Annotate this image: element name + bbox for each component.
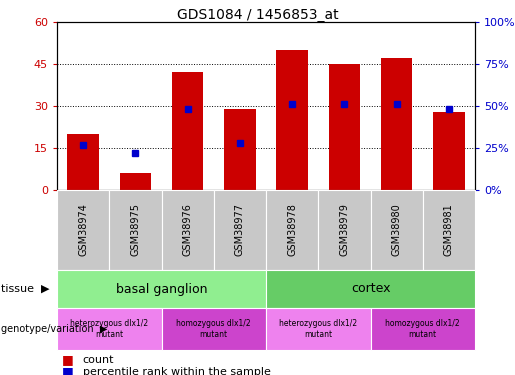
Bar: [67, 134, 99, 190]
Text: count: count: [83, 355, 114, 365]
Text: heterozygous dlx1/2
mutant: heterozygous dlx1/2 mutant: [279, 319, 357, 339]
Bar: [329, 64, 360, 190]
Text: basal ganglion: basal ganglion: [116, 282, 207, 296]
Text: GSM38981: GSM38981: [444, 204, 454, 257]
Text: GSM38976: GSM38976: [183, 204, 193, 257]
Text: GSM38980: GSM38980: [391, 204, 402, 257]
Bar: [277, 50, 308, 190]
Text: GSM38977: GSM38977: [235, 204, 245, 257]
Text: genotype/variation  ▶: genotype/variation ▶: [1, 324, 108, 334]
Bar: [224, 109, 255, 190]
Text: percentile rank within the sample: percentile rank within the sample: [83, 367, 270, 375]
Text: ■: ■: [62, 354, 74, 366]
Text: homozygous dlx1/2
mutant: homozygous dlx1/2 mutant: [385, 319, 460, 339]
Text: heterozygous dlx1/2
mutant: heterozygous dlx1/2 mutant: [70, 319, 148, 339]
Text: GSM38979: GSM38979: [339, 204, 349, 257]
Text: homozygous dlx1/2
mutant: homozygous dlx1/2 mutant: [177, 319, 251, 339]
Text: cortex: cortex: [351, 282, 390, 296]
Bar: [381, 58, 413, 190]
Text: GSM38978: GSM38978: [287, 204, 297, 257]
Text: GSM38974: GSM38974: [78, 204, 88, 257]
Text: ■: ■: [62, 366, 74, 375]
Text: GSM38975: GSM38975: [130, 204, 141, 257]
Text: GDS1084 / 1456853_at: GDS1084 / 1456853_at: [177, 8, 338, 22]
Bar: [172, 72, 203, 190]
Bar: [119, 173, 151, 190]
Text: tissue  ▶: tissue ▶: [1, 284, 49, 294]
Bar: [433, 112, 465, 190]
